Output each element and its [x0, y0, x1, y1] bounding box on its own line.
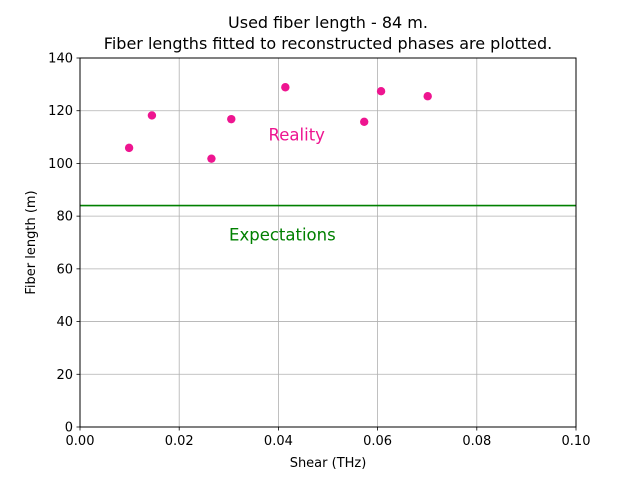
- x-tick-label: 0.02: [165, 434, 194, 449]
- y-axis-label: Fiber length (m): [24, 190, 39, 294]
- data-point: [423, 92, 432, 101]
- y-tick-label: 0: [65, 421, 73, 436]
- plot-frame: [79, 57, 577, 428]
- data-point: [227, 114, 236, 124]
- y-tick-label: 100: [48, 157, 73, 172]
- data-point: [281, 83, 290, 92]
- x-axis-label: Shear (THz): [290, 456, 367, 471]
- x-tick-label: 0.00: [66, 434, 95, 449]
- annotation-expectations: Expectations: [229, 226, 336, 245]
- y-tick-label: 80: [56, 210, 73, 225]
- x-tick-label: 0.10: [562, 434, 591, 449]
- data-point: [207, 154, 216, 163]
- chart-subtitle: Fiber lengths fitted to reconstructed ph…: [104, 34, 552, 53]
- y-tick-label: 120: [48, 104, 73, 119]
- data-point: [360, 117, 369, 126]
- x-tick-label: 0.08: [462, 434, 491, 449]
- data-point: [124, 143, 134, 153]
- y-tick-label: 20: [56, 368, 73, 383]
- data-point: [376, 87, 386, 96]
- plot-data: Reality Expectations: [80, 83, 576, 245]
- y-tick-label: 60: [56, 262, 73, 277]
- annotation-reality: Reality: [269, 125, 326, 144]
- chart-title: Used fiber length - 84 m.: [228, 13, 428, 32]
- x-tick-label: 0.04: [264, 434, 293, 449]
- data-point: [147, 111, 157, 120]
- x-tick-label: 0.06: [363, 434, 392, 449]
- axis-ticks: 0.00 0.02 0.04 0.06 0.08 0.10 0 20 40 60 80 100 120 1…: [48, 52, 590, 450]
- y-tick-label: 140: [48, 52, 73, 67]
- y-tick-label: 40: [56, 315, 73, 330]
